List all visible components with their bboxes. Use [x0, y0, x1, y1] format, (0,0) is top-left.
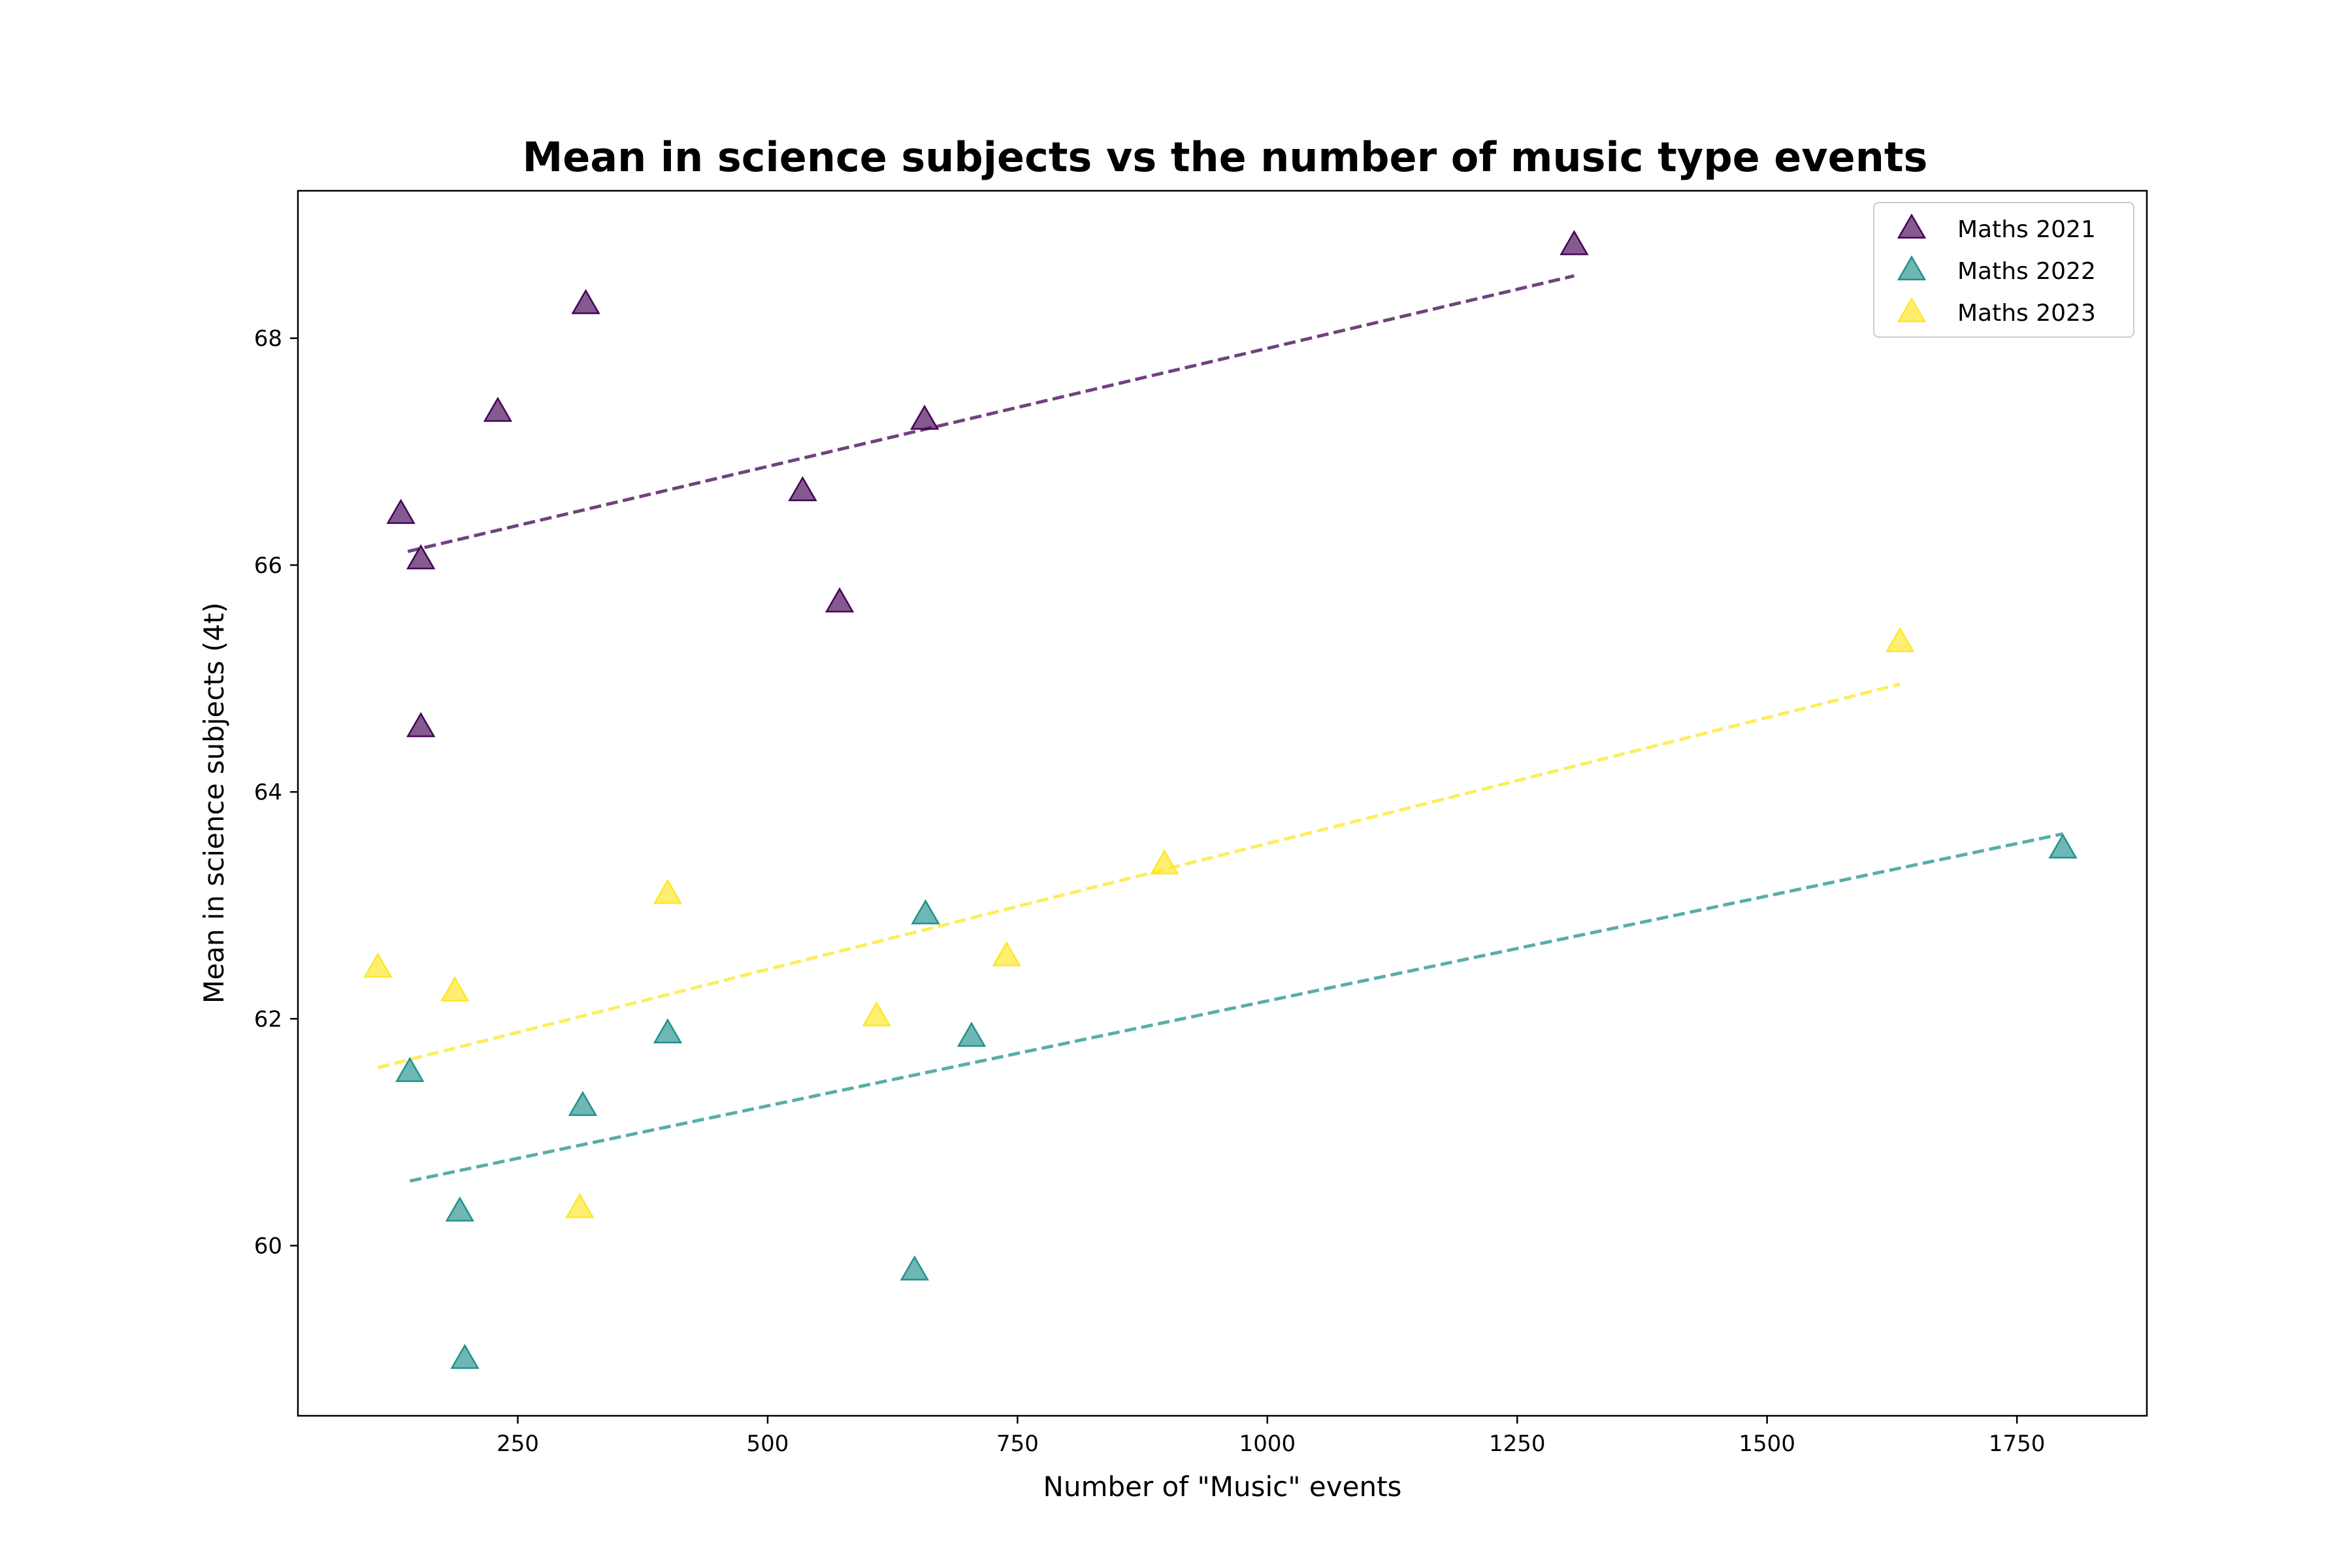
- x-tick-label: 250: [497, 1431, 539, 1457]
- data-point: [363, 952, 393, 978]
- data-point: [571, 289, 600, 314]
- data-point: [825, 587, 855, 613]
- data-point: [568, 1090, 598, 1117]
- data-point: [788, 476, 817, 502]
- y-tick-label: 64: [254, 779, 282, 806]
- data-point: [900, 1255, 930, 1281]
- x-tick-label: 1500: [1739, 1431, 1795, 1457]
- x-tick-label: 1750: [1989, 1431, 2046, 1457]
- x-tick-label: 1250: [1489, 1431, 1546, 1457]
- y-tick-label: 62: [254, 1006, 282, 1032]
- data-point: [565, 1193, 595, 1218]
- data-point: [956, 1021, 987, 1047]
- data-point: [909, 404, 939, 430]
- trendline: [377, 682, 1901, 1070]
- data-point: [395, 1056, 425, 1083]
- x-tick-label: 750: [996, 1431, 1039, 1457]
- y-tick-label: 60: [254, 1233, 282, 1260]
- trendline: [409, 832, 2064, 1183]
- data-point: [386, 498, 416, 524]
- data-point: [2048, 833, 2078, 859]
- data-point: [445, 1196, 474, 1222]
- y-tick-label: 66: [254, 553, 282, 579]
- legend-box: [1873, 202, 2134, 338]
- legend-label: Maths 2023: [1957, 300, 2096, 327]
- data-point: [653, 1018, 683, 1044]
- chart-title: Mean in science subjects vs the number o…: [523, 133, 1928, 181]
- y-tick-label: 68: [254, 326, 282, 352]
- data-point: [862, 1001, 891, 1026]
- data-point: [406, 544, 436, 570]
- legend-label: Maths 2021: [1957, 216, 2096, 243]
- trendlines: [377, 274, 2064, 1183]
- data-point: [653, 879, 683, 904]
- data-point: [483, 397, 513, 422]
- x-axis-ticks: 250 500 750 1000 1250 1500 1750: [497, 1416, 2045, 1457]
- data-point: [1560, 230, 1589, 255]
- data-point: [450, 1343, 480, 1369]
- trendline: [407, 274, 1575, 553]
- data-points: [363, 230, 2078, 1369]
- x-tick-label: 500: [747, 1431, 789, 1457]
- data-point: [440, 976, 470, 1002]
- data-point: [1150, 849, 1179, 875]
- legend-marker: [1897, 297, 1927, 323]
- legend: Maths 2021 Maths 2022 Maths 2023: [1873, 202, 2134, 338]
- legend-label: Maths 2022: [1957, 258, 2096, 285]
- data-point: [911, 899, 940, 924]
- legend-marker: [1897, 213, 1927, 239]
- y-axis-label: Mean in science subjects (4t): [198, 602, 230, 1004]
- data-point: [1885, 627, 1915, 653]
- plot-frame: [297, 189, 2148, 1417]
- data-point: [406, 711, 436, 738]
- x-tick-label: 1000: [1239, 1431, 1296, 1457]
- x-axis-label: Number of "Music" events: [1043, 1471, 1402, 1503]
- legend-marker: [1897, 255, 1927, 281]
- data-point: [992, 941, 1021, 966]
- y-axis-ticks: 60 62 64 66 68: [254, 326, 298, 1260]
